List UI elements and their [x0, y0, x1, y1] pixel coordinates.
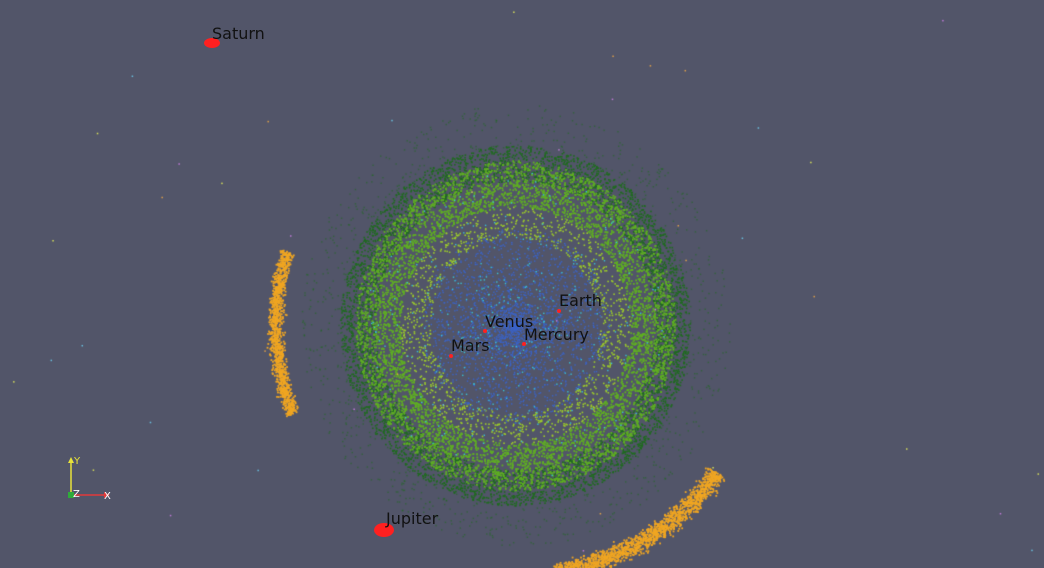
earth-marker: [557, 309, 561, 313]
earth-label: Earth: [559, 291, 602, 310]
orientation-axes: Y X Z: [68, 456, 111, 502]
venus-marker: [483, 329, 487, 333]
mars-label: Mars: [451, 336, 490, 355]
venus-label: Venus: [485, 312, 534, 331]
mercury-marker: [522, 342, 526, 346]
jupiter-marker: [374, 523, 394, 537]
x-axis-label: X: [104, 491, 111, 502]
y-axis-arrow-icon: [68, 457, 74, 463]
x-axis-arrow-icon: [104, 492, 110, 498]
z-axis-marker: [68, 492, 74, 498]
mars-marker: [449, 354, 453, 358]
jupiter-label: Jupiter: [386, 509, 439, 528]
saturn-label: Saturn: [212, 24, 265, 43]
z-axis-label: Z: [73, 489, 80, 500]
saturn-marker: [204, 38, 220, 48]
mercury-label: Mercury: [524, 325, 589, 344]
y-axis-label: Y: [73, 456, 81, 467]
